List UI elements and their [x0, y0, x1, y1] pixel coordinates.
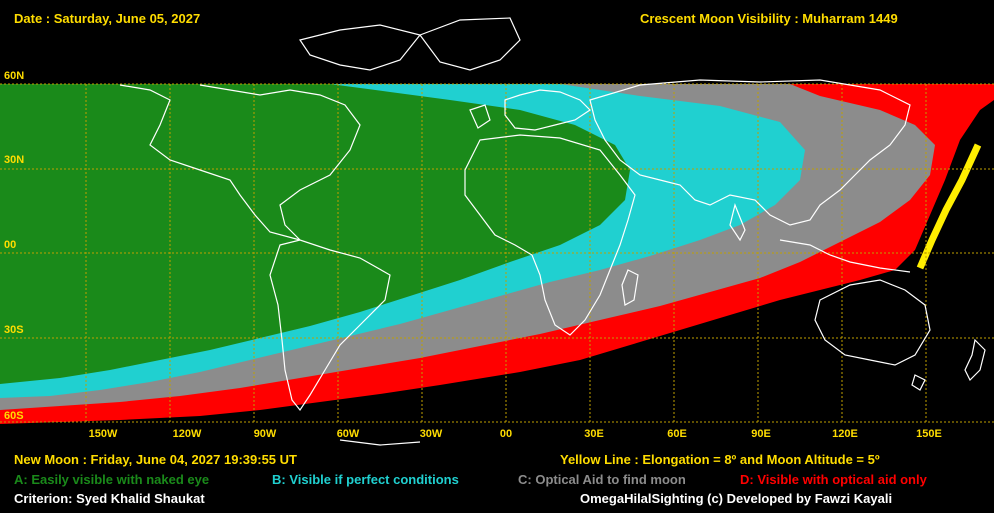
lon-label-120e: 120E	[832, 428, 858, 440]
lat-label-30s: 30S	[4, 324, 24, 336]
map-title: Crescent Moon Visibility : Muharram 1449	[640, 11, 898, 26]
coastlines	[119, 17, 986, 446]
lon-label-120w: 120W	[172, 428, 202, 440]
lon-label-60e: 60E	[667, 428, 687, 440]
date-label: Date : Saturday, June 05, 2027	[14, 11, 201, 26]
lon-label-30e: 30E	[584, 428, 604, 440]
new-moon-label: New Moon : Friday, June 04, 2027 19:39:5…	[14, 452, 297, 467]
graticule	[0, 83, 994, 423]
credit-label: OmegaHilalSighting (c) Developed by Fawz…	[580, 491, 893, 506]
lon-label-90w: 90W	[253, 428, 277, 440]
lat-label-60s: 60S	[4, 410, 24, 422]
lat-label-30n: 30N	[4, 154, 25, 166]
lat-label-00: 00	[4, 239, 17, 251]
legend-d: D: Visible with optical aid only	[740, 472, 927, 487]
zone-a-green	[0, 84, 630, 384]
yellow-line-label: Yellow Line : Elongation = 8º and Moon A…	[560, 452, 880, 467]
lon-label-90e: 90E	[751, 428, 771, 440]
lon-label-60w: 60W	[336, 428, 360, 440]
lat-label-60n: 60N	[4, 70, 25, 82]
criterion-label: Criterion: Syed Khalid Shaukat	[14, 491, 205, 506]
legend-c: C: Optical Aid to find moon	[518, 472, 686, 487]
legend-b: B: Visible if perfect conditions	[272, 472, 459, 487]
lon-label-150w: 150W	[88, 428, 118, 440]
lon-label-30w: 30W	[419, 428, 443, 440]
yellow-line	[916, 143, 982, 270]
lon-label-150e: 150E	[916, 428, 942, 440]
lon-label-00: 00	[499, 428, 513, 440]
legend-a: A: Easily visible with naked eye	[14, 472, 210, 487]
